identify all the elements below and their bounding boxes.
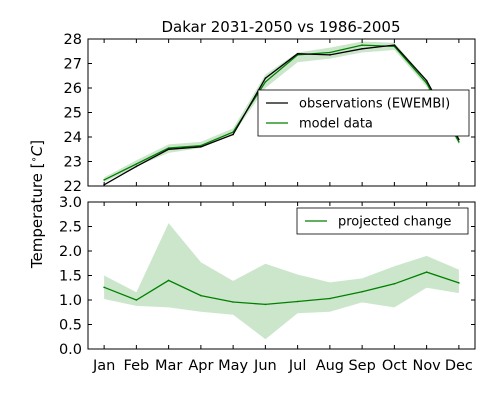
chart-title: Dakar 2031-2050 vs 1986-2005: [161, 18, 400, 36]
top-panel: 22 23 24 25 26 27 28 observations (EWEMBI) model…: [64, 32, 476, 195]
top-point-0-7: [329, 54, 331, 56]
bottom-point-0-0: [103, 286, 105, 289]
top-ytick-label-0: 22: [64, 179, 82, 195]
top-point-0-8: [361, 48, 363, 50]
bottom-ytick-label-2: 1.0: [59, 293, 82, 309]
x-tick-label-11: Dec: [445, 358, 473, 374]
x-tick-label-5: Jun: [253, 358, 277, 374]
top-point-0-4: [232, 133, 234, 136]
x-tick-label-0: Jan: [92, 358, 115, 374]
bottom-point-0-6: [296, 300, 299, 303]
top-point-0-5: [264, 77, 267, 79]
bottom-ytick-label-6: 3.0: [59, 195, 82, 211]
x-tick-label-10: Nov: [412, 358, 441, 374]
top-ytick-label-3: 25: [64, 106, 82, 122]
top-legend-box: [257, 89, 470, 137]
bottom-ytick-label-5: 2.5: [59, 220, 82, 236]
top-point-1-1: [135, 163, 138, 165]
top-ytick-label-5: 27: [64, 57, 82, 73]
bottom-point-0-11: [458, 282, 460, 284]
bottom-point-0-5: [264, 303, 267, 306]
top-ytick-label-2: 24: [64, 130, 82, 146]
bottom-point-0-10: [425, 271, 428, 273]
x-tick-label-2: Mar: [155, 358, 182, 374]
bottom-ytick-label-4: 2.0: [59, 244, 82, 260]
bottom-point-0-8: [361, 290, 363, 293]
bottom-point-0-1: [135, 299, 138, 301]
bottom-ytick-label-1: 0.5: [59, 318, 82, 334]
bottom-point-0-9: [393, 283, 396, 285]
x-tick-label-3: Apr: [188, 358, 213, 374]
top-point-1-10: [425, 82, 428, 84]
top-ytick-label-6: 28: [64, 32, 82, 48]
top-legend-label-1: model data: [299, 117, 373, 132]
x-tick-label-4: May: [218, 358, 248, 374]
top-point-0-2: [167, 148, 170, 151]
top-line-1: [103, 44, 460, 181]
top-line-0: [103, 44, 460, 186]
bottom-legend-label-0: projected change: [338, 215, 451, 230]
top-point-1-5: [264, 81, 267, 83]
x-tick-label-7: Aug: [316, 358, 344, 374]
bottom-ytick-label-0: 0.0: [59, 342, 82, 358]
top-point-1-7: [329, 51, 331, 54]
bottom-point-0-7: [329, 297, 331, 300]
bottom-ytick-label-3: 1.5: [59, 269, 82, 285]
top-point-1-11: [458, 141, 460, 143]
bottom-point-0-4: [232, 301, 234, 303]
bottom-band-0: [104, 223, 459, 340]
top-legend-label-0: observations (EWEMBI): [299, 97, 450, 112]
x-tick-label-8: Sep: [348, 358, 375, 374]
top-ytick-label-4: 26: [64, 81, 82, 97]
x-tick-label-9: Oct: [382, 358, 407, 374]
top-point-1-8: [361, 44, 363, 46]
top-point-0-11: [458, 138, 460, 141]
top-point-0-3: [200, 146, 202, 148]
x-tick-label-1: Feb: [124, 358, 150, 374]
bottom-panel: 0.0 0.5 1.0 1.5 2.0 2.5 3.0 Jan Feb Mar Apr May Jun J…: [59, 195, 476, 374]
top-ytick-label-1: 23: [64, 155, 82, 171]
bottom-point-0-3: [200, 294, 202, 297]
top-point-0-10: [425, 79, 428, 82]
top-point-0-9: [393, 44, 396, 46]
top-point-0-1: [135, 165, 138, 168]
top-point-0-6: [296, 52, 299, 55]
bottom-line-0: [103, 271, 460, 306]
top-point-1-0: [103, 179, 105, 181]
y-axis-label: Temperature [∘C]: [28, 140, 46, 269]
x-tick-label-6: Jul: [288, 358, 307, 374]
top-point-1-2: [167, 147, 170, 149]
bottom-point-0-2: [167, 279, 170, 282]
